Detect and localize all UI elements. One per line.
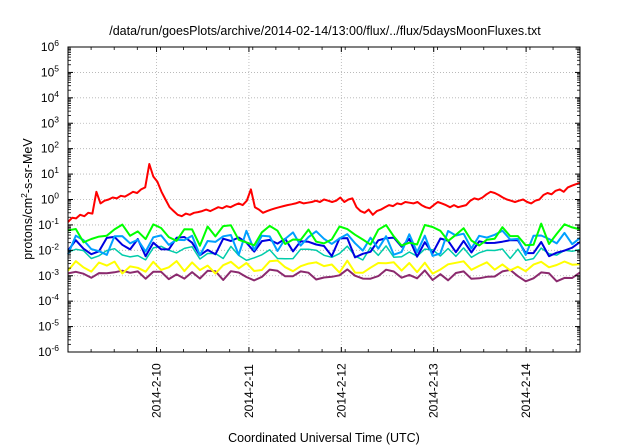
y-tick-label: 10-1 xyxy=(38,216,59,232)
y-axis-label: protons/cm2-s-sr-MeV xyxy=(19,138,35,260)
y-tick-label: 101 xyxy=(41,165,59,181)
y-tick-label: 10-3 xyxy=(38,267,59,283)
x-tick-label: 2014-2-10 xyxy=(150,363,164,418)
y-tick-label: 104 xyxy=(41,89,59,105)
y-tick-label: 103 xyxy=(41,114,59,130)
x-tick-labels: 2014-2-10 2014-2-11 2014-2-12 2014-2-13 2014… xyxy=(150,363,534,418)
y-tick-label: 10-5 xyxy=(38,318,59,334)
series-line xyxy=(67,259,581,275)
x-tick-label: 2014-2-13 xyxy=(427,363,441,418)
y-tick-label: 10-6 xyxy=(38,343,59,359)
y-tick-label: 100 xyxy=(41,191,59,207)
axis-ticks xyxy=(67,46,580,353)
y-tick-label: 102 xyxy=(41,140,59,156)
y-tick-labels: 10-6 10-5 10-4 10-3 10-2 10-1 100 101 102 103 104 1… xyxy=(38,38,59,359)
x-tick-label: 2014-2-12 xyxy=(334,363,348,418)
series-lines xyxy=(67,163,581,283)
series-line xyxy=(67,163,581,223)
y-tick-label: 10-4 xyxy=(38,292,59,308)
x-tick-label: 2014-2-14 xyxy=(519,363,533,418)
series-line xyxy=(67,235,581,259)
series-line xyxy=(67,222,581,247)
series-line xyxy=(67,245,581,262)
chart-title: /data/run/goesPlots/archive/2014-02-14/1… xyxy=(109,24,541,38)
x-axis-label: Coordinated Universal Time (UTC) xyxy=(228,431,420,445)
series-line xyxy=(67,229,581,257)
x-tick-label: 2014-2-11 xyxy=(242,364,256,418)
y-tick-label: 10-2 xyxy=(38,241,59,257)
series-line xyxy=(67,268,581,283)
y-tick-label: 105 xyxy=(41,63,59,79)
y-tick-label: 106 xyxy=(41,38,59,54)
